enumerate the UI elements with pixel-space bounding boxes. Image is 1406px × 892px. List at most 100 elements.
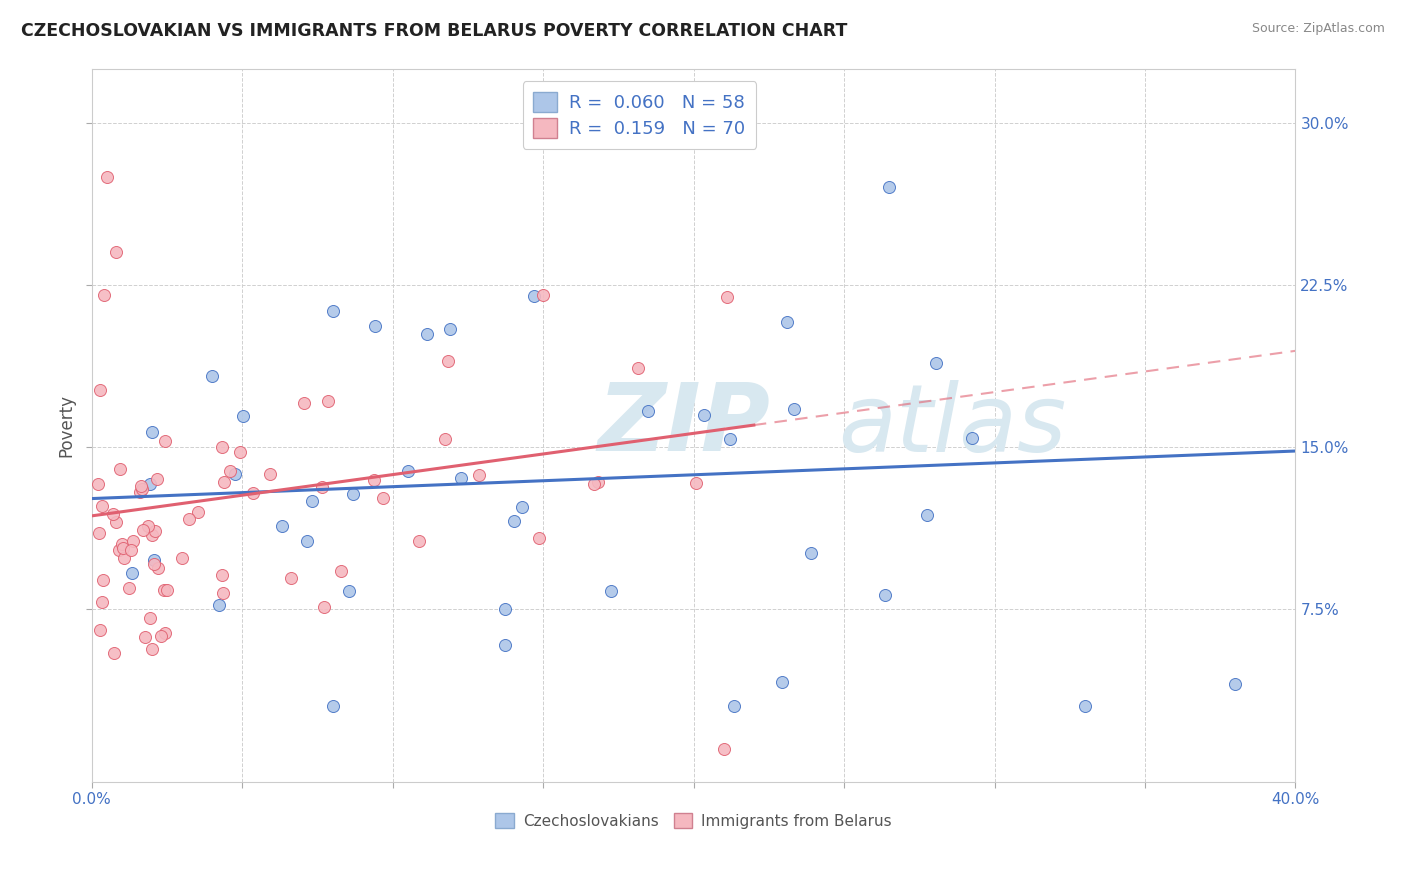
Point bbox=[415, 326, 437, 341]
Point bbox=[152, 582, 174, 597]
Point bbox=[87, 476, 110, 491]
Point bbox=[436, 354, 458, 368]
Point bbox=[271, 519, 294, 533]
Point bbox=[103, 646, 125, 660]
Point bbox=[494, 638, 516, 652]
Point bbox=[292, 396, 315, 410]
Point bbox=[93, 288, 115, 302]
Point bbox=[108, 462, 131, 476]
Point bbox=[148, 560, 170, 574]
Point bbox=[138, 477, 160, 491]
Point bbox=[280, 571, 302, 585]
Point bbox=[87, 525, 110, 540]
Point bbox=[129, 484, 152, 499]
Text: atlas: atlas bbox=[838, 380, 1066, 471]
Point bbox=[131, 479, 153, 493]
Point bbox=[434, 432, 457, 446]
Point bbox=[685, 475, 707, 490]
Point bbox=[96, 169, 118, 184]
Point bbox=[494, 602, 516, 616]
Point bbox=[503, 514, 526, 528]
Point bbox=[172, 551, 194, 566]
Point bbox=[104, 245, 127, 260]
Point bbox=[118, 581, 141, 595]
Point bbox=[153, 625, 176, 640]
Point bbox=[146, 472, 169, 486]
Point bbox=[783, 402, 806, 417]
Point bbox=[772, 674, 794, 689]
Point bbox=[301, 494, 323, 508]
Legend: Czechoslovakians, Immigrants from Belarus: Czechoslovakians, Immigrants from Belaru… bbox=[489, 806, 898, 835]
Point bbox=[531, 288, 554, 302]
Point bbox=[330, 564, 353, 578]
Point bbox=[510, 500, 533, 514]
Point bbox=[586, 475, 609, 489]
Point bbox=[111, 541, 134, 556]
Point bbox=[134, 630, 156, 644]
Point bbox=[371, 491, 394, 505]
Point bbox=[337, 584, 360, 599]
Point bbox=[143, 557, 166, 571]
Point bbox=[212, 475, 235, 489]
Point bbox=[143, 524, 166, 539]
Point bbox=[141, 642, 163, 657]
Point bbox=[467, 468, 489, 483]
Point bbox=[1225, 677, 1247, 691]
Point bbox=[439, 321, 461, 335]
Point bbox=[364, 318, 387, 333]
Point bbox=[295, 533, 318, 548]
Point bbox=[925, 356, 948, 370]
Point bbox=[600, 583, 623, 598]
Point bbox=[138, 611, 160, 625]
Point bbox=[89, 384, 111, 398]
Point bbox=[875, 588, 897, 602]
Point bbox=[396, 464, 419, 478]
Point bbox=[111, 537, 134, 551]
Point bbox=[627, 361, 650, 376]
Point bbox=[121, 566, 143, 581]
Point bbox=[582, 477, 605, 491]
Point bbox=[637, 404, 659, 418]
Point bbox=[915, 508, 938, 522]
Point bbox=[208, 598, 231, 612]
Point bbox=[363, 473, 385, 487]
Point bbox=[723, 699, 745, 714]
Point bbox=[201, 369, 224, 384]
Point bbox=[312, 600, 335, 615]
Point bbox=[211, 440, 233, 454]
Point bbox=[132, 524, 155, 538]
Point bbox=[136, 519, 159, 533]
Text: ZIP: ZIP bbox=[598, 379, 770, 471]
Point bbox=[89, 623, 111, 637]
Point bbox=[776, 315, 799, 329]
Point bbox=[693, 409, 716, 423]
Point bbox=[104, 515, 127, 529]
Point bbox=[143, 553, 166, 567]
Text: Source: ZipAtlas.com: Source: ZipAtlas.com bbox=[1251, 22, 1385, 36]
Point bbox=[122, 534, 145, 549]
Point bbox=[342, 487, 364, 501]
Point bbox=[112, 550, 135, 565]
Point bbox=[131, 482, 153, 496]
Point bbox=[101, 507, 124, 521]
Point bbox=[179, 512, 201, 526]
Point bbox=[218, 464, 240, 478]
Point bbox=[322, 303, 344, 318]
Point bbox=[259, 467, 281, 481]
Point bbox=[311, 479, 333, 493]
Point bbox=[322, 699, 344, 714]
Point bbox=[107, 542, 129, 557]
Y-axis label: Poverty: Poverty bbox=[58, 393, 75, 457]
Point bbox=[408, 533, 430, 548]
Point bbox=[91, 499, 114, 513]
Point bbox=[90, 594, 112, 608]
Point bbox=[242, 486, 264, 500]
Point bbox=[141, 425, 163, 439]
Point bbox=[800, 546, 823, 560]
Point bbox=[450, 471, 472, 485]
Point bbox=[120, 543, 142, 558]
Point bbox=[229, 445, 252, 459]
Point bbox=[211, 586, 233, 600]
Point bbox=[527, 531, 550, 545]
Point bbox=[232, 409, 254, 423]
